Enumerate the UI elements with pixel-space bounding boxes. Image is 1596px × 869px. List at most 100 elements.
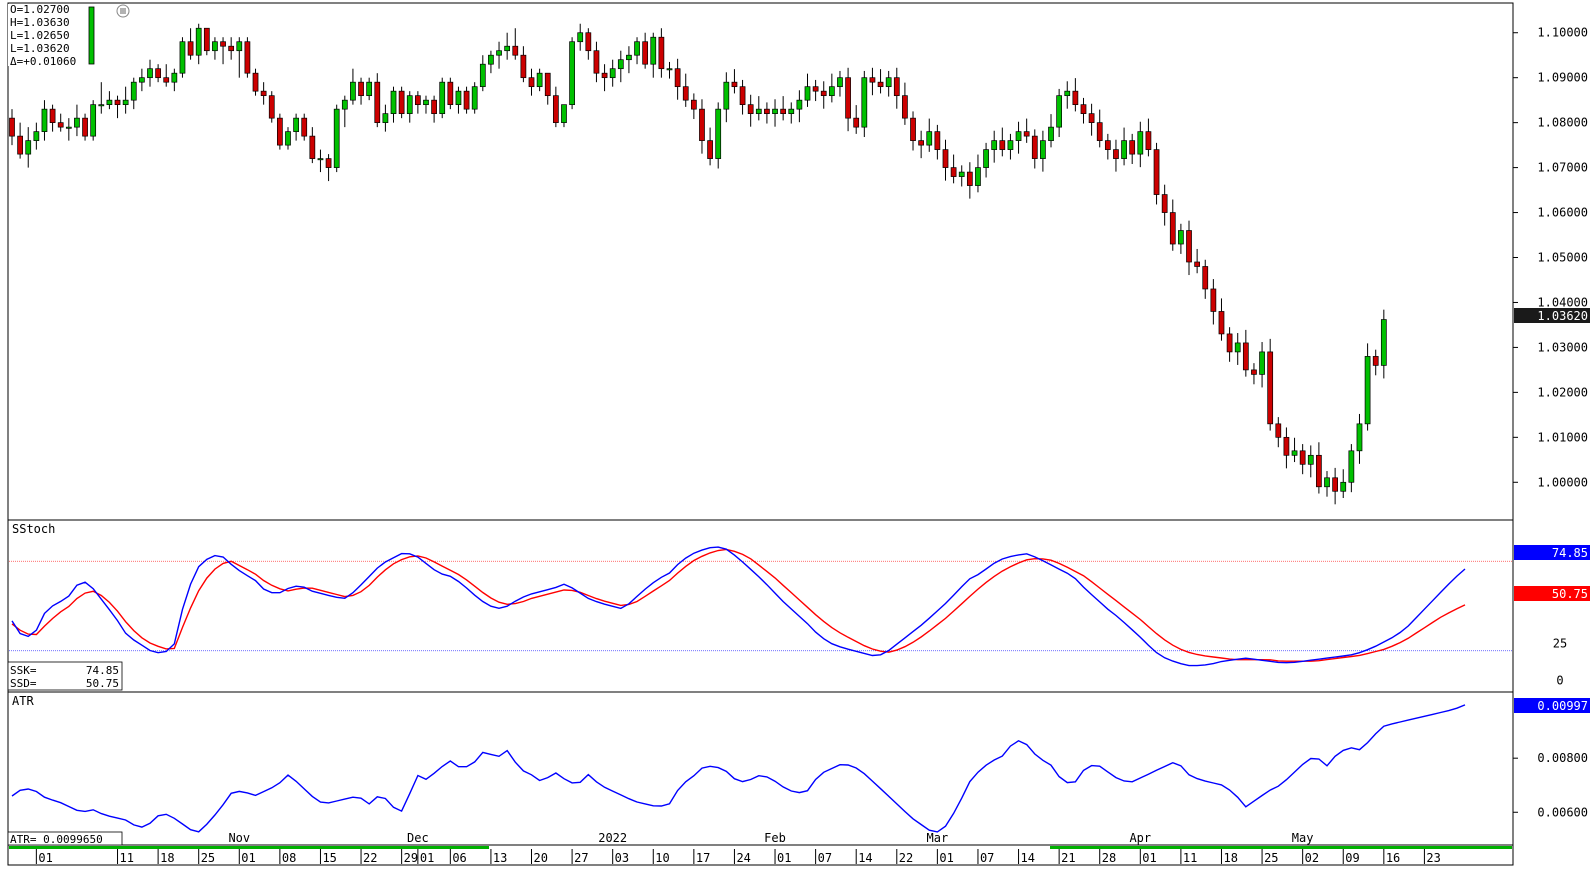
candle-body: [1299, 450, 1306, 465]
candle-body: [877, 81, 884, 88]
candle: [642, 32, 649, 69]
ssd-line: [11, 548, 1466, 662]
candle: [1194, 248, 1200, 274]
x-day-label: 01: [420, 851, 434, 865]
candle-body: [723, 81, 730, 110]
candle: [439, 77, 446, 119]
candle: [666, 61, 673, 79]
current-candle-icon: [88, 6, 95, 65]
candle-body: [1275, 423, 1282, 438]
candle-body: [1178, 230, 1184, 245]
candle: [991, 130, 998, 163]
last-price-label: 1.03620: [1537, 309, 1588, 323]
candle-body: [147, 68, 153, 79]
candle: [220, 37, 226, 65]
candle: [1161, 184, 1168, 226]
candle-body: [74, 117, 80, 128]
candle-body: [569, 41, 575, 106]
atr-axis: 0.00800 0.00600: [1513, 751, 1588, 819]
candle: [212, 37, 218, 60]
candle-body: [1186, 230, 1192, 263]
candle-body: [975, 167, 981, 186]
candle: [244, 37, 251, 78]
scroll-strip-right[interactable]: [1050, 846, 1512, 849]
candle-body: [1340, 481, 1347, 492]
candle: [585, 28, 592, 60]
candle-body: [926, 131, 933, 146]
candle-body: [1251, 369, 1257, 375]
candle-body: [130, 81, 137, 101]
candle-body: [455, 90, 462, 106]
price-tick-label: 1.03000: [1537, 340, 1588, 354]
candle-body: [212, 41, 218, 52]
candle-body: [796, 99, 803, 110]
candle: [74, 104, 80, 137]
candle: [885, 70, 892, 97]
candle: [715, 102, 722, 169]
x-day-label: 13: [493, 851, 507, 865]
x-day-label: 22: [363, 851, 377, 865]
x-axis: 01 11 18 25 01 08 15 22 29 01 06 13 20 27 03 10 17 24 01 07…: [35, 831, 1441, 865]
candle-body: [820, 90, 827, 97]
candle: [1202, 259, 1209, 299]
candle: [203, 27, 210, 56]
candle-body: [747, 104, 754, 114]
candle-body: [918, 140, 925, 146]
candle-body: [106, 99, 113, 106]
candle: [699, 99, 705, 154]
candle-body: [1291, 450, 1298, 456]
panel-menu-icon[interactable]: [116, 4, 130, 18]
candle: [471, 82, 478, 114]
candle-body: [1324, 477, 1330, 488]
candle-body: [260, 90, 267, 97]
atr-tick-label: 0.00800: [1537, 751, 1588, 765]
candle-body: [1316, 454, 1322, 488]
x-day-label: 01: [38, 851, 52, 865]
candle-body: [268, 95, 275, 119]
candle: [1364, 343, 1371, 431]
candle-body: [333, 108, 340, 168]
candle: [1291, 437, 1298, 463]
candle: [796, 90, 803, 123]
price-tick-label: 1.04000: [1537, 295, 1588, 309]
candle: [723, 72, 730, 123]
candle: [1023, 118, 1030, 143]
candle: [171, 68, 178, 92]
candle-body: [163, 77, 170, 83]
candle: [106, 91, 113, 110]
x-month-label: Nov: [228, 831, 250, 845]
candle-body: [764, 108, 770, 114]
candle: [122, 86, 129, 114]
candle: [179, 37, 186, 78]
candle-body: [82, 117, 88, 137]
candle-body: [950, 167, 957, 177]
candle-body: [155, 68, 161, 79]
price-tick-label: 1.02000: [1537, 385, 1588, 399]
x-day-label: 17: [696, 851, 710, 865]
candle: [455, 86, 462, 114]
candle-body: [1007, 140, 1014, 150]
candle-body: [439, 81, 446, 114]
candle: [1186, 220, 1192, 276]
candle-body: [366, 81, 373, 97]
scroll-strip-left[interactable]: [9, 846, 489, 849]
candle-body: [406, 95, 413, 114]
candle-body: [471, 86, 478, 110]
candle-body: [520, 54, 527, 79]
candle: [1316, 442, 1322, 494]
candle: [975, 154, 981, 193]
candle: [325, 154, 332, 182]
candle-body: [561, 104, 567, 123]
candle: [496, 41, 502, 69]
candle: [837, 70, 843, 97]
x-day-label: 08: [282, 851, 296, 865]
candle-body: [114, 99, 121, 106]
x-day-label: 01: [241, 851, 255, 865]
candle-body: [41, 108, 48, 132]
candle-body: [1234, 342, 1241, 353]
candle: [544, 72, 551, 105]
candle-body: [358, 81, 364, 97]
candle-body: [1088, 113, 1095, 123]
x-month-label: May: [1292, 831, 1314, 845]
candle: [1048, 114, 1054, 148]
